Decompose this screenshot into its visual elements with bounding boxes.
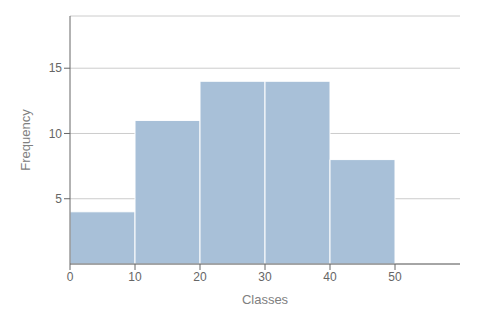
svg-text:15: 15: [49, 61, 63, 75]
svg-text:Classes: Classes: [242, 292, 289, 307]
svg-text:10: 10: [49, 127, 63, 141]
svg-text:20: 20: [193, 270, 207, 284]
svg-text:50: 50: [388, 270, 402, 284]
svg-text:0: 0: [67, 270, 74, 284]
svg-text:Frequency: Frequency: [18, 109, 33, 171]
svg-text:30: 30: [258, 270, 272, 284]
svg-text:10: 10: [128, 270, 142, 284]
svg-text:5: 5: [55, 192, 62, 206]
svg-text:40: 40: [323, 270, 337, 284]
